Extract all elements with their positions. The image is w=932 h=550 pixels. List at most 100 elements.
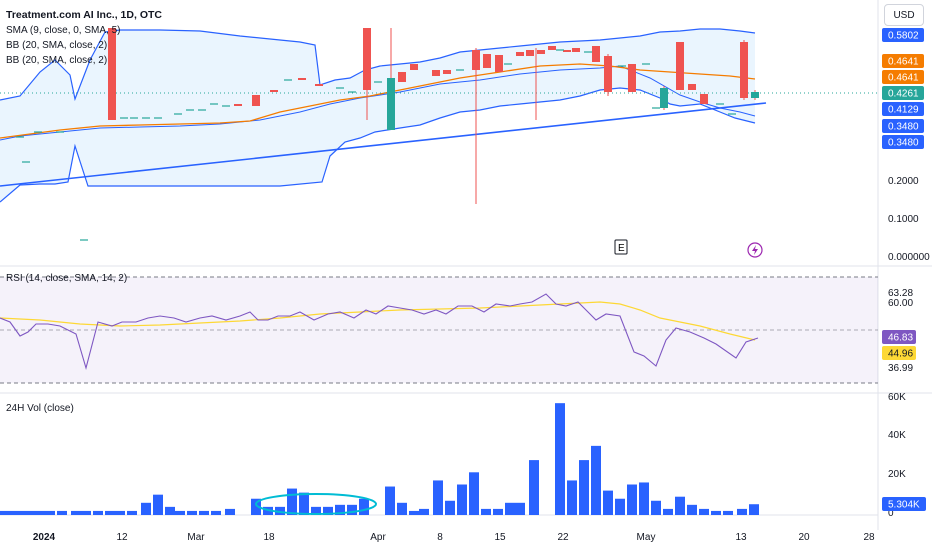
- candle-body: [660, 88, 668, 108]
- bollinger-band-fill: [0, 29, 755, 202]
- volume-bar: [225, 508, 235, 515]
- volume-bar: [627, 484, 637, 515]
- time-tick: 18: [263, 532, 275, 543]
- price-badge-label: 0.4641: [888, 57, 919, 68]
- lightning-icon: [752, 245, 758, 255]
- candle-body: [432, 70, 440, 76]
- bollinger-upper: [0, 28, 756, 102]
- volume-bar: [275, 506, 285, 515]
- volume-tick: 40K: [888, 430, 906, 441]
- volume-bar: [81, 510, 91, 515]
- volume-bar: [579, 460, 589, 515]
- volume-bar: [15, 510, 25, 515]
- volume-bar: [359, 498, 369, 515]
- price-tick: 0.000000: [888, 252, 930, 263]
- volume-badge: [882, 497, 926, 511]
- candle-body: [700, 94, 708, 104]
- volume-bar: [567, 480, 577, 515]
- volume-bar: [699, 508, 709, 515]
- time-tick: May: [637, 532, 656, 543]
- legend-volume[interactable]: 24H Vol (close): [6, 403, 74, 414]
- chart-title: Treatment.com AI Inc., 1D, OTC: [6, 9, 162, 21]
- candle-body: [252, 95, 260, 106]
- volume-bar: [5, 510, 15, 515]
- price-tick: 0.2000: [888, 176, 919, 187]
- volume-bar: [311, 506, 321, 515]
- volume-bar: [187, 510, 197, 515]
- price-badge-label: 0.4261: [888, 89, 919, 100]
- legend-rsi[interactable]: RSI (14, close, SMA, 14, 2): [6, 273, 128, 284]
- candle-body: [537, 50, 545, 54]
- volume-bar: [323, 506, 333, 515]
- trend-line: [0, 102, 767, 187]
- price-badge-label: 0.3480: [888, 138, 919, 149]
- volume-tick: 0: [888, 508, 894, 519]
- time-tick: 12: [116, 532, 128, 543]
- earnings-marker: [614, 239, 628, 255]
- time-tick: 28: [863, 532, 875, 543]
- highlight-ellipse: [255, 493, 377, 515]
- price-badge: [882, 135, 924, 149]
- legend-bb-1[interactable]: BB (20, SMA, close, 2): [6, 40, 108, 51]
- candle-body: [298, 78, 306, 80]
- volume-bar: [45, 510, 55, 515]
- volume-bar: [603, 490, 613, 515]
- candle-body: [751, 92, 759, 98]
- volume-bar: [505, 502, 515, 515]
- rsi-ma-line: [0, 301, 756, 341]
- volume-bar: [419, 508, 429, 515]
- candle-body: [526, 50, 534, 56]
- candle-body: [604, 56, 612, 92]
- price-badge: [882, 54, 924, 68]
- earnings-label: E: [618, 243, 625, 254]
- candle-body: [572, 48, 580, 52]
- time-tick: 8: [437, 532, 443, 543]
- candle-body: [387, 78, 395, 130]
- volume-bar: [335, 504, 345, 515]
- volume-bar: [445, 500, 455, 515]
- time-tick: 2024: [33, 532, 56, 543]
- candle-body: [495, 55, 503, 72]
- rsi-band-fill: [0, 277, 878, 383]
- legend-bb-2[interactable]: BB (20, SMA, close, 2): [6, 55, 108, 66]
- volume-bar: [711, 510, 721, 515]
- volume-bar: [457, 484, 467, 515]
- volume-bar: [347, 504, 357, 515]
- candle-body: [676, 42, 684, 90]
- volume-bar: [251, 498, 261, 515]
- volume-bar: [493, 508, 503, 515]
- candle-body: [516, 52, 524, 56]
- volume-bar: [287, 488, 297, 515]
- candle-body: [410, 64, 418, 70]
- price-tick: 0.1000: [888, 214, 919, 225]
- volume-bar: [35, 510, 45, 515]
- volume-bar: [25, 510, 35, 515]
- volume-bar: [615, 498, 625, 515]
- volume-bar: [211, 510, 221, 515]
- rsi-badge-label: 46.83: [888, 333, 913, 344]
- volume-tick: 20K: [888, 469, 906, 480]
- time-tick: 13: [735, 532, 747, 543]
- volume-bar: [115, 510, 125, 515]
- candle-body: [483, 54, 491, 68]
- candle-body: [563, 50, 571, 52]
- candle-body: [548, 46, 556, 50]
- volume-bar: [639, 482, 649, 515]
- price-badge-label: 0.4129: [888, 105, 919, 116]
- candle-body: [363, 28, 371, 90]
- volume-bar: [199, 510, 209, 515]
- volume-bar: [175, 510, 185, 515]
- rsi-tick: 36.99: [888, 363, 913, 374]
- price-badge-label: 0.3480: [888, 122, 919, 133]
- volume-bar: [299, 492, 309, 515]
- volume-bar: [153, 494, 163, 515]
- volume-badge-label: 5.304K: [888, 500, 920, 511]
- volume-tick: 60K: [888, 392, 906, 403]
- volume-bar: [529, 460, 539, 515]
- currency-button[interactable]: USD: [884, 4, 924, 26]
- volume-bar: [723, 510, 733, 515]
- legend-sma[interactable]: SMA (9, close, 0, SMA, 5): [6, 25, 121, 36]
- bollinger-basis: [0, 65, 756, 141]
- volume-bar: [141, 502, 151, 515]
